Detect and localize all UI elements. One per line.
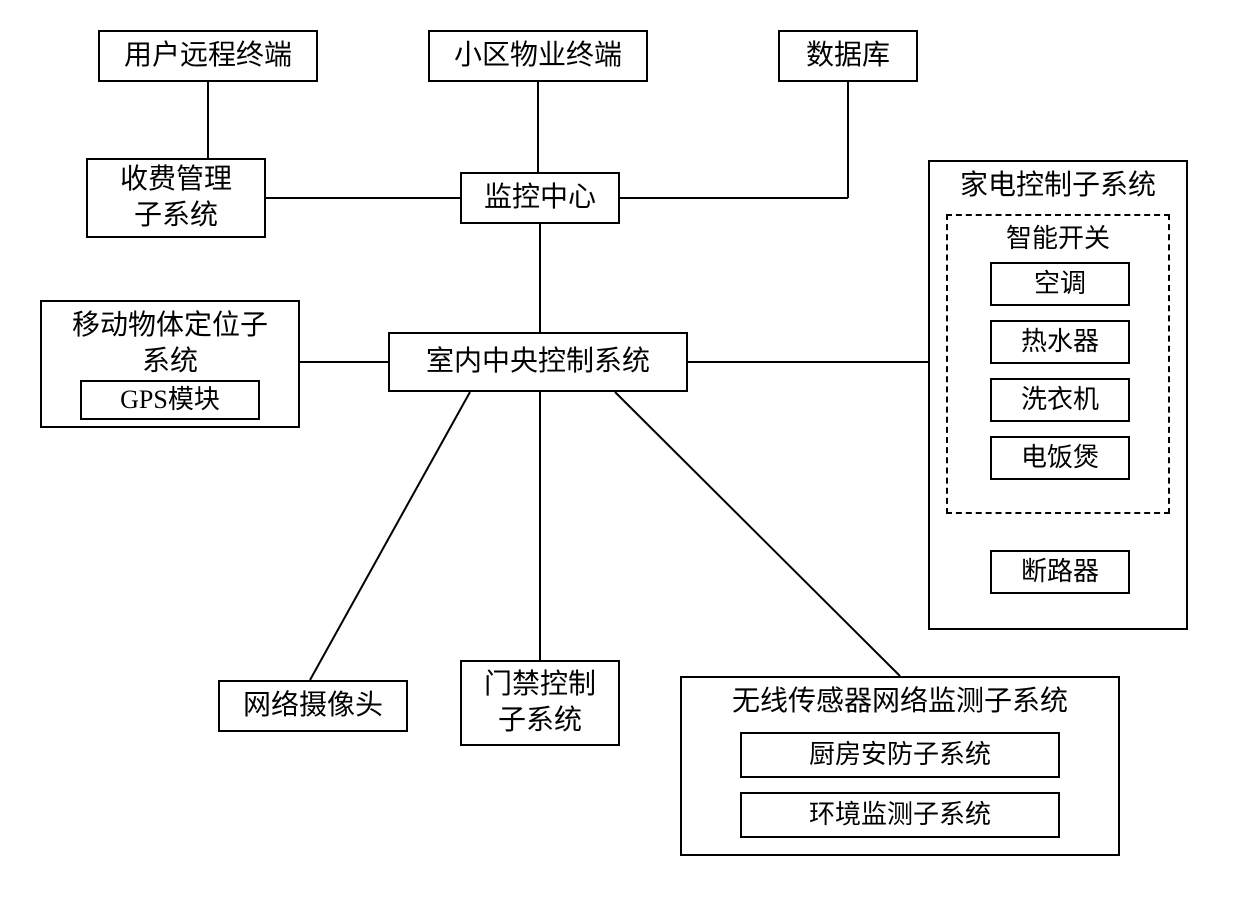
node-breaker: 断路器 (990, 550, 1130, 594)
node-label-property_terminal: 小区物业终端 (454, 38, 622, 74)
node-aircon: 空调 (990, 262, 1130, 306)
node-monitor_center: 监控中心 (460, 172, 620, 224)
node-label-moving_obj_loc: 移动物体定位子 系统 (72, 308, 268, 381)
node-water_heater: 热水器 (990, 320, 1130, 364)
node-label-wsn_monitor: 无线传感器网络监测子系统 (732, 684, 1068, 720)
node-fee_mgmt: 收费管理 子系统 (86, 158, 266, 238)
node-label-user_remote_terminal: 用户远程终端 (124, 38, 292, 74)
node-label-breaker: 断路器 (1021, 555, 1099, 589)
node-label-gps_module: GPS模块 (120, 383, 220, 417)
node-property_terminal: 小区物业终端 (428, 30, 648, 82)
node-washer: 洗衣机 (990, 378, 1130, 422)
node-database: 数据库 (778, 30, 918, 82)
node-indoor_central: 室内中央控制系统 (388, 332, 688, 392)
node-label-rice_cooker: 电饭煲 (1021, 441, 1099, 475)
node-label-kitchen_security: 厨房安防子系统 (809, 738, 991, 772)
node-label-webcam: 网络摄像头 (243, 688, 383, 724)
node-kitchen_security: 厨房安防子系统 (740, 732, 1060, 778)
node-rice_cooker: 电饭煲 (990, 436, 1130, 480)
node-label-aircon: 空调 (1034, 267, 1086, 301)
node-webcam: 网络摄像头 (218, 680, 408, 732)
node-label-washer: 洗衣机 (1021, 383, 1099, 417)
node-gps_module: GPS模块 (80, 380, 260, 420)
node-label-fee_mgmt: 收费管理 子系统 (120, 162, 232, 235)
node-label-appliance_ctrl: 家电控制子系统 (960, 168, 1156, 204)
node-label-monitor_center: 监控中心 (484, 180, 596, 216)
node-label-access_ctrl: 门禁控制 子系统 (484, 667, 596, 740)
node-label-smart_switch: 智能开关 (1006, 222, 1110, 256)
node-access_ctrl: 门禁控制 子系统 (460, 660, 620, 746)
node-label-database: 数据库 (806, 38, 890, 74)
node-label-indoor_central: 室内中央控制系统 (426, 344, 650, 380)
node-label-water_heater: 热水器 (1021, 325, 1099, 359)
node-user_remote_terminal: 用户远程终端 (98, 30, 318, 82)
node-env_monitor: 环境监测子系统 (740, 792, 1060, 838)
node-label-env_monitor: 环境监测子系统 (809, 798, 991, 832)
